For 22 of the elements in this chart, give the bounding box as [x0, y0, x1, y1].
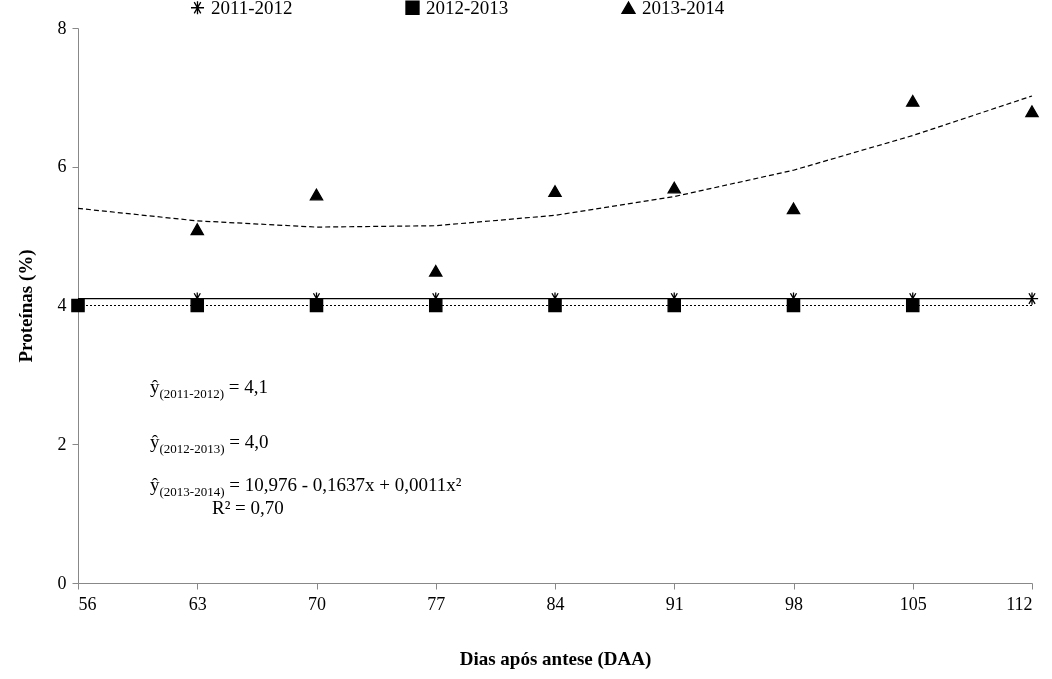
- annotation: ŷ$_{(2012-2013)}$ = 4,0: [150, 431, 269, 457]
- legend-label: 2012-2013: [426, 0, 509, 18]
- annotation: ŷ$_{(2013-2014)}$ = 10,976 - 0,1637x + 0,0011x²: [150, 474, 462, 499]
- y-tick-label: 4: [57, 295, 67, 315]
- x-tick-label: 91: [665, 593, 684, 614]
- x-axis-title: Dias após antese (DAA): [459, 647, 652, 670]
- x-tick-label: 98: [785, 593, 803, 614]
- x-tick-label: 63: [188, 593, 207, 614]
- y-tick-label: 8: [57, 17, 67, 38]
- x-tick-label: 112: [1006, 593, 1033, 614]
- x-tick-label: 84: [546, 593, 565, 614]
- legend-label: 2011-2012: [211, 0, 293, 18]
- y-tick-label: 2: [57, 433, 67, 454]
- x-tick-label: 56: [78, 593, 97, 614]
- x-tick-label: 77: [427, 593, 446, 614]
- annotation: ŷ$_{(2011-2012)}$ = 4,1: [150, 376, 268, 402]
- x-tick-label: 70: [308, 593, 326, 614]
- y-tick-label: 0: [57, 572, 67, 593]
- x-tick-label: 105: [899, 593, 927, 614]
- y-axis-title: Proteínas (%): [14, 249, 37, 363]
- legend-label: 2013-2014: [642, 0, 725, 18]
- y-tick-label: 6: [57, 156, 67, 177]
